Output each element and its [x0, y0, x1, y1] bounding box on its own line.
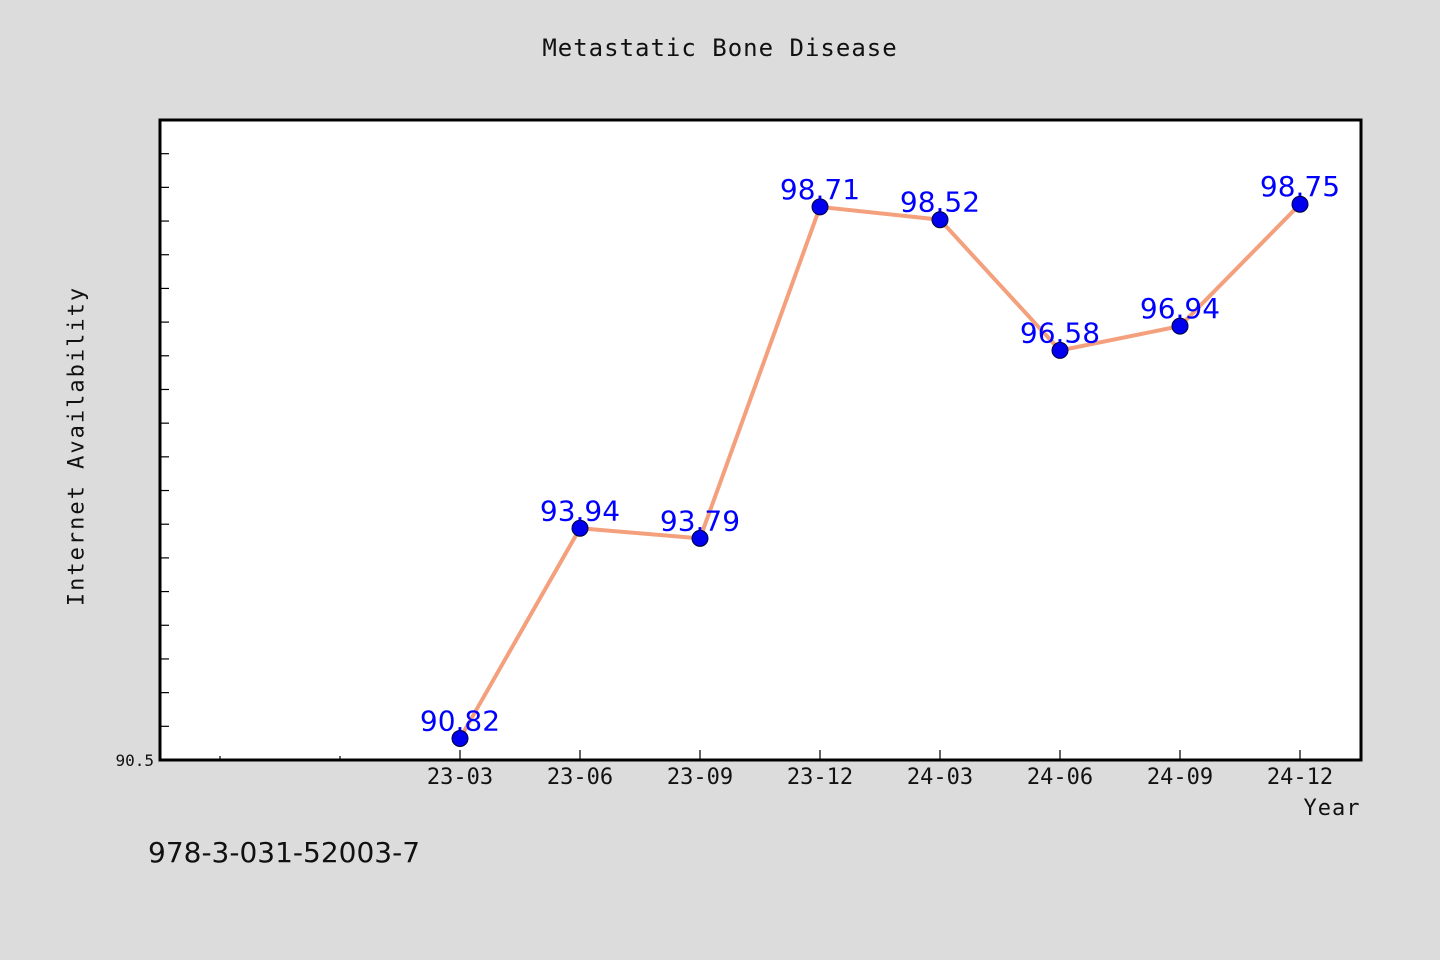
data-point	[1291, 195, 1309, 213]
x-tick-label: 24-12	[1267, 765, 1333, 790]
data-point	[571, 519, 589, 537]
series-markers	[451, 195, 1309, 747]
data-label: 98.52	[900, 186, 980, 219]
x-tick-label: 23-09	[667, 765, 733, 790]
x-tick-label: 23-03	[427, 765, 493, 790]
data-point	[451, 729, 469, 747]
chart-title: Metastatic Bone Disease	[542, 34, 898, 62]
footer-code: 978-3-031-52003-7	[148, 836, 421, 869]
y-axis-label: Internet Availability	[64, 285, 90, 607]
data-label: 96.94	[1140, 292, 1220, 325]
data-point	[931, 211, 949, 229]
x-tick-label: 24-06	[1027, 765, 1093, 790]
data-label: 93.79	[660, 504, 740, 537]
x-axis-tick-labels: 23-03 23-06 23-09 23-12 24-03 24-06 24-09 24-12	[427, 765, 1333, 790]
data-label: 98.75	[1260, 170, 1340, 203]
y-tick-label: 90.5	[115, 751, 154, 770]
data-point	[1051, 341, 1069, 359]
plot-area	[158, 118, 1363, 762]
x-tick-label: 23-06	[547, 765, 613, 790]
x-tick-label: 23-12	[787, 765, 853, 790]
data-point	[1171, 317, 1189, 335]
data-point	[691, 529, 709, 547]
x-axis-ticks	[219, 750, 1301, 760]
data-labels: 90.82 93.94 93.79 98.71 98.52 96.58 96.94 98.75	[420, 170, 1340, 737]
series-line	[458, 202, 1302, 740]
data-label: 98.71	[780, 173, 860, 206]
data-label: 96.58	[1020, 316, 1100, 349]
data-label: 93.94	[540, 494, 620, 527]
data-point	[811, 198, 829, 216]
y-axis-tick-labels: 90.5	[115, 751, 154, 770]
y-axis-ticks	[160, 119, 169, 761]
x-axis-label: Year	[1303, 796, 1361, 821]
data-label: 90.82	[420, 704, 500, 737]
x-tick-label: 24-09	[1147, 765, 1213, 790]
x-tick-label: 24-03	[907, 765, 973, 790]
